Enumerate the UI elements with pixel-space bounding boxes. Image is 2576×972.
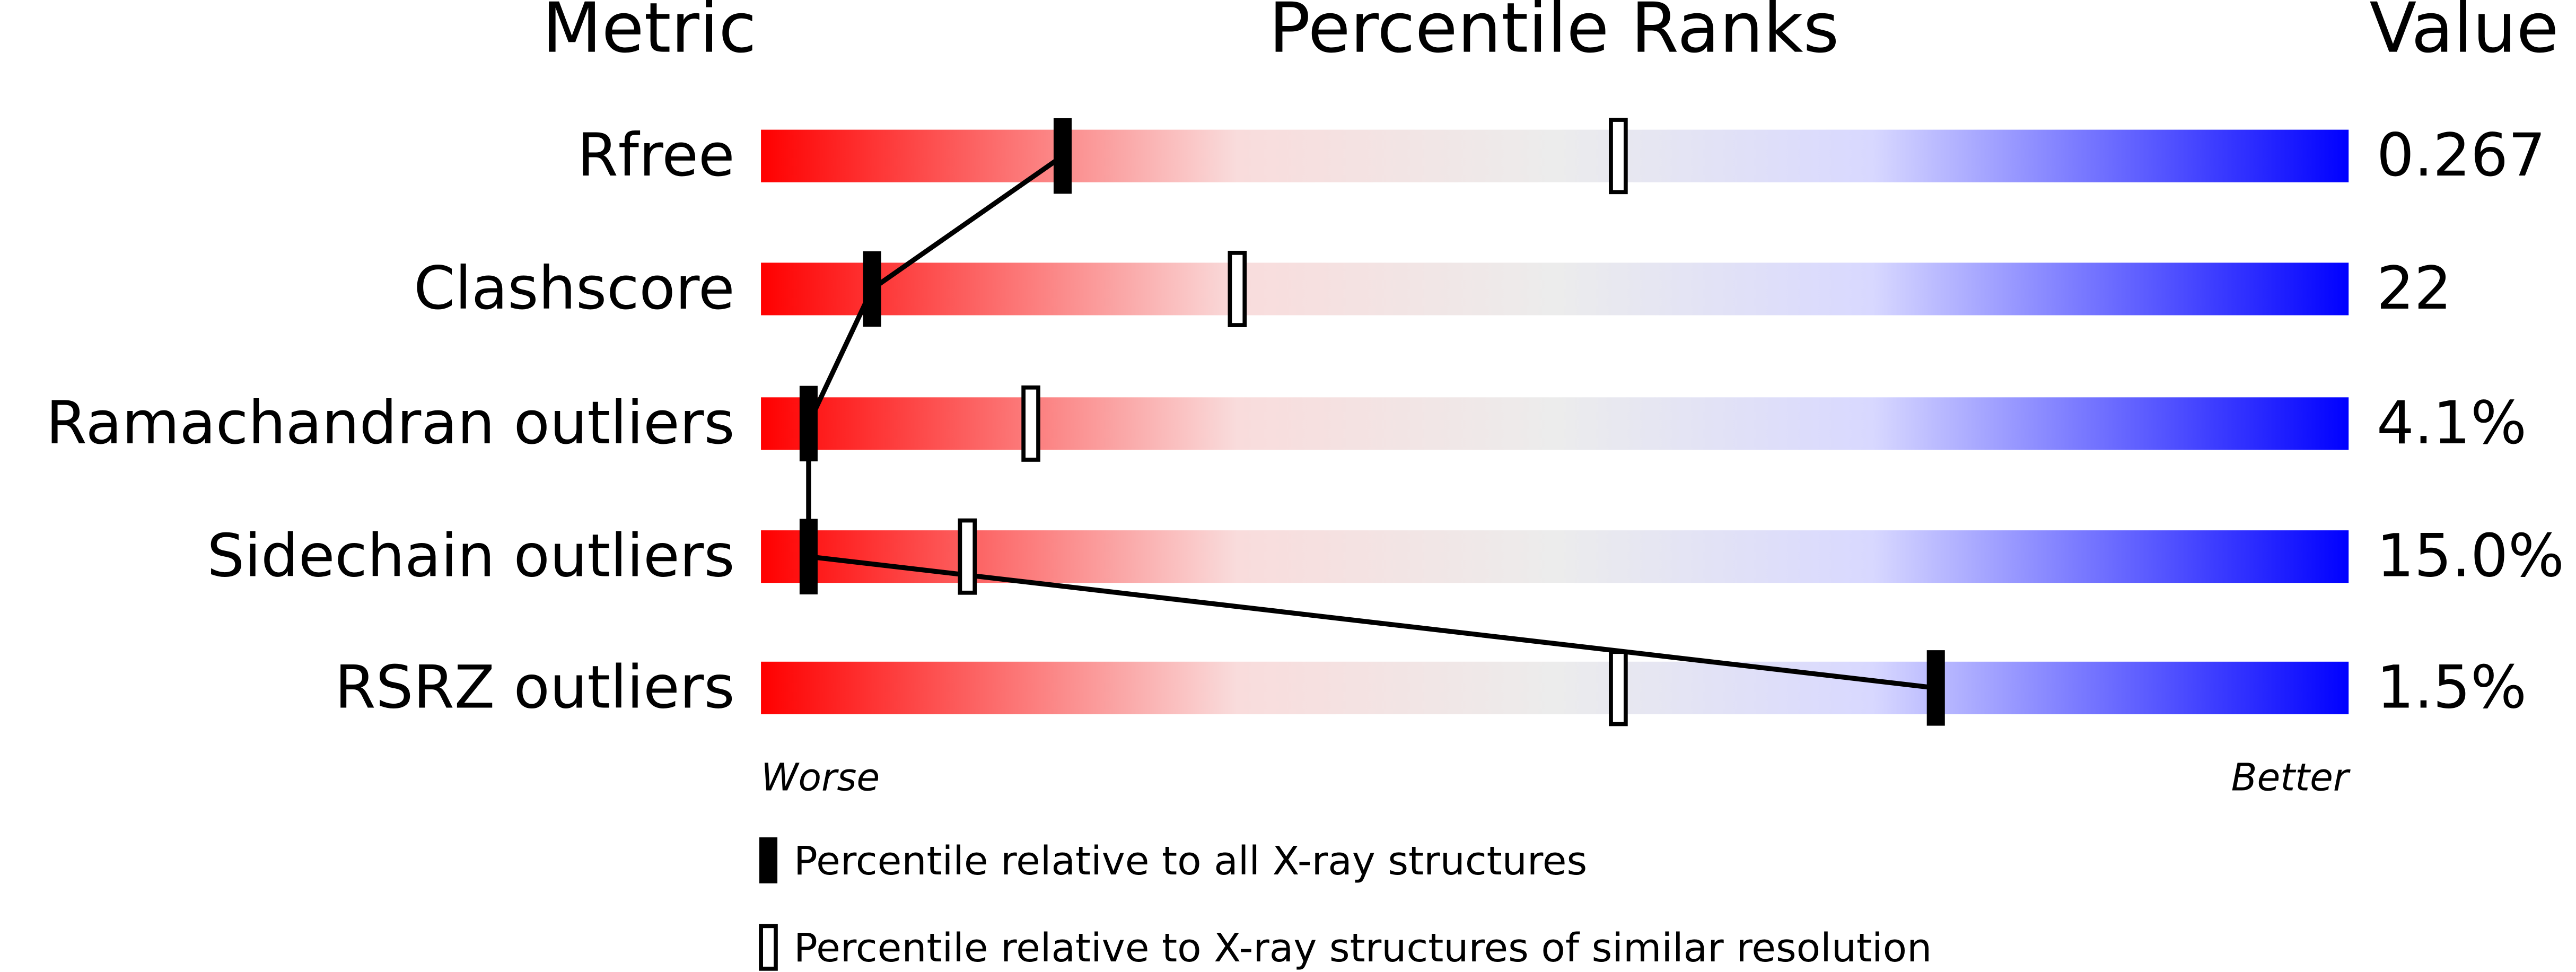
similar-resolution-marker	[1609, 118, 1628, 195]
similar-resolution-marker	[1228, 250, 1247, 327]
all-structures-marker	[799, 386, 818, 462]
metric-value: 4.1%	[2377, 389, 2527, 458]
percentile-bar	[761, 661, 2349, 714]
metric-label: Sidechain outliers	[207, 522, 734, 591]
metric-label: Rfree	[577, 121, 734, 190]
legend-icon	[759, 924, 778, 971]
metric-value: 1.5%	[2377, 653, 2527, 722]
similar-resolution-marker	[1609, 650, 1628, 726]
all-structures-marker	[1053, 118, 1072, 194]
all-structures-marker	[1926, 650, 1945, 726]
header-value: Value	[2369, 0, 2559, 68]
all-structures-marker	[799, 519, 818, 594]
percentile-bar	[761, 129, 2349, 182]
header-metric: Metric	[542, 0, 756, 68]
worse-label: Worse	[761, 755, 880, 799]
metric-value: 22	[2377, 255, 2452, 323]
better-label: Better	[2231, 755, 2351, 799]
legend-label: Percentile relative to X-ray structures …	[794, 925, 1932, 971]
similar-resolution-marker	[958, 518, 977, 595]
metric-label: RSRZ outliers	[335, 653, 734, 722]
percentile-bar	[761, 262, 2349, 316]
legend-icon	[759, 837, 778, 883]
header-percentile: Percentile Ranks	[1269, 0, 1839, 68]
similar-resolution-marker	[1021, 385, 1040, 462]
all-structures-marker	[863, 251, 881, 327]
metric-value: 15.0%	[2377, 522, 2564, 591]
metric-label: Ramachandran outliers	[46, 389, 735, 458]
metric-value: 0.267	[2377, 121, 2546, 190]
percentile-bar	[761, 397, 2349, 450]
metric-label: Clashscore	[414, 255, 734, 323]
legend-label: Percentile relative to all X-ray structu…	[794, 838, 1587, 884]
percentile-bar	[761, 530, 2349, 583]
